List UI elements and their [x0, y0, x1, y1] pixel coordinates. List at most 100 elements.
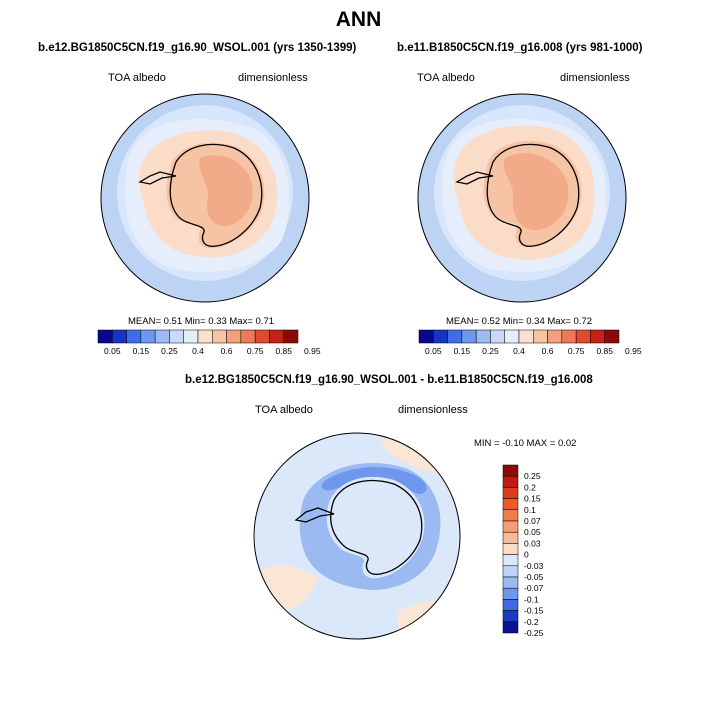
colorbar-1-swatch: [226, 329, 242, 344]
diff-case-title: b.e12.BG1850C5CN.f19_g16.90_WSOL.001 - b…: [185, 374, 593, 386]
colorbar-1-swatch: [140, 329, 156, 344]
colorbar-2-swatch: [547, 329, 563, 344]
diff-map-coastline: [294, 479, 423, 575]
colorbar-diff-tick-label: -0.15: [524, 606, 544, 616]
colorbar-1-tick-label: 0.85: [275, 346, 292, 356]
colorbar-1-swatch: [283, 329, 299, 344]
colorbar-1-swatch: [126, 329, 142, 344]
colorbar-diff-swatch: [502, 543, 519, 555]
colorbar-2-tick-label: 0.4: [513, 346, 525, 356]
colorbar-diff-tick-label: 0: [524, 550, 529, 560]
panel-2-units-label: dimensionless: [560, 72, 630, 84]
colorbar-diff-swatch: [502, 509, 519, 522]
colorbar-2-swatch: [447, 329, 463, 344]
diff-map: [253, 432, 461, 640]
map-1-boundary: [100, 93, 310, 303]
colorbar-2-swatch: [504, 329, 520, 344]
colorbar-1-tick-label: 0.75: [247, 346, 264, 356]
colorbar-diff: 0.250.20.150.10.070.050.030-0.03-0.05-0.…: [502, 464, 544, 638]
diff-map-boundary: [253, 432, 461, 640]
colorbar-2-swatch: [418, 329, 434, 344]
colorbar-diff-swatch: [502, 565, 519, 578]
colorbar-diff-tick-label: 0.25: [524, 471, 541, 481]
map-2: [417, 93, 627, 303]
colorbar-1-tick-label: 0.6: [221, 346, 233, 356]
colorbar-diff-swatch: [502, 599, 519, 611]
colorbar-1-tick-label: 0.4: [192, 346, 204, 356]
colorbar-diff-swatch: [502, 498, 519, 511]
colorbar-diff-swatch: [502, 576, 519, 589]
colorbar-2-swatch: [561, 329, 577, 344]
colorbar-diff-tick-label: -0.03: [524, 561, 544, 571]
colorbar-1-swatch: [212, 329, 227, 344]
colorbar-1-swatch: [269, 329, 284, 344]
colorbar-diff-tick-label: -0.05: [524, 572, 544, 582]
colorbar-2: 0.05 0.15 0.25 0.4 0.6 0.75 0.85 0.95: [418, 329, 642, 356]
colorbar-diff-tick-label: 0.1: [524, 505, 536, 515]
diff-stats: MIN = -0.10 MAX = 0.02: [474, 438, 577, 449]
map-1: [100, 93, 310, 303]
colorbar-1-swatch: [240, 329, 256, 344]
colorbar-diff-swatch: [502, 531, 519, 544]
page-title: ANN: [335, 8, 382, 31]
colorbar-2-swatch: [490, 329, 505, 344]
colorbar-2-swatch: [590, 329, 605, 344]
map-2-boundary: [417, 93, 627, 303]
colorbar-1-tick-label: 0.15: [133, 346, 150, 356]
colorbar-2-tick-label: 0.75: [568, 346, 585, 356]
colorbar-diff-swatch: [502, 610, 519, 623]
panel-2-stats: MEAN= 0.52 Min= 0.34 Max= 0.72: [446, 316, 593, 327]
diff-field-label: TOA albedo: [255, 404, 313, 416]
colorbar-2-swatch: [461, 329, 477, 344]
colorbar-diff-tick-label: -0.07: [524, 583, 544, 593]
colorbar-2-swatch: [575, 329, 591, 344]
colorbar-1-tick-label: 0.05: [104, 346, 121, 356]
colorbar-2-tick-label: 0.25: [482, 346, 499, 356]
colorbar-diff-swatch: [502, 520, 519, 533]
colorbar-1-swatch: [183, 329, 199, 344]
panel-2-field-label: TOA albedo: [417, 72, 475, 84]
panel-1-stats: MEAN= 0.51 Min= 0.33 Max= 0.71: [128, 316, 275, 327]
map-1-coastline: [138, 143, 263, 247]
map-2-plateau: [503, 152, 569, 231]
panel-2-case-title: b.e11.B1850C5CN.f19_g16.008 (yrs 981-100…: [397, 42, 643, 54]
colorbar-1-tick-label: 0.25: [161, 346, 178, 356]
colorbar-1-tick-label: 0.95: [304, 346, 321, 356]
colorbar-2-tick-label: 0.05: [425, 346, 442, 356]
colorbar-2-swatch: [433, 329, 448, 344]
map-1-plateau: [199, 155, 253, 227]
map-2-coastline: [455, 143, 580, 247]
colorbar-diff-swatch: [502, 475, 519, 488]
diff-units-label: dimensionless: [398, 404, 468, 416]
colorbar-2-tick-label: 0.95: [625, 346, 642, 356]
colorbar-diff-tick-label: 0.03: [524, 538, 541, 548]
colorbar-2-swatch: [604, 329, 620, 344]
colorbar-diff-tick-label: -0.25: [524, 628, 544, 638]
colorbar-diff-swatch: [502, 464, 519, 477]
colorbar-diff-tick-label: 0.05: [524, 527, 541, 537]
colorbar-diff-swatch: [502, 487, 519, 499]
colorbar-1-swatch: [97, 329, 113, 344]
colorbar-1-swatch: [197, 329, 213, 344]
colorbar-1-swatch: [154, 329, 170, 344]
panel-1-field-label: TOA albedo: [108, 72, 166, 84]
colorbar-1: 0.05 0.15 0.25 0.4 0.6 0.75 0.85 0.95: [97, 329, 321, 356]
diff-map-inner-land: [326, 476, 425, 579]
colorbar-1-swatch: [112, 329, 127, 344]
colorbar-2-tick-label: 0.6: [542, 346, 554, 356]
colorbar-diff-tick-label: -0.1: [524, 594, 539, 604]
colorbar-2-swatch: [475, 329, 491, 344]
panel-1-case-title: b.e12.BG1850C5CN.f19_g16.90_WSOL.001 (yr…: [38, 42, 357, 54]
colorbar-2-tick-label: 0.15: [454, 346, 471, 356]
colorbar-2-tick-label: 0.85: [596, 346, 613, 356]
colorbar-1-swatch: [169, 329, 184, 344]
colorbar-diff-swatch: [502, 621, 519, 634]
colorbar-diff-tick-label: 0.07: [524, 516, 541, 526]
colorbar-1-swatch: [254, 329, 270, 344]
colorbar-diff-tick-label: 0.15: [524, 494, 541, 504]
colorbar-diff-swatch: [502, 554, 519, 567]
colorbar-diff-tick-label: 0.2: [524, 482, 536, 492]
colorbar-2-swatch: [518, 329, 534, 344]
panel-1-units-label: dimensionless: [238, 72, 308, 84]
